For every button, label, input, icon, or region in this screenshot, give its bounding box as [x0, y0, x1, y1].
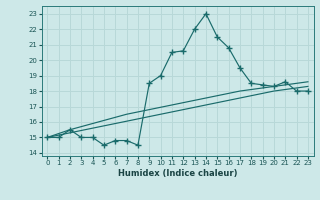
X-axis label: Humidex (Indice chaleur): Humidex (Indice chaleur) [118, 169, 237, 178]
